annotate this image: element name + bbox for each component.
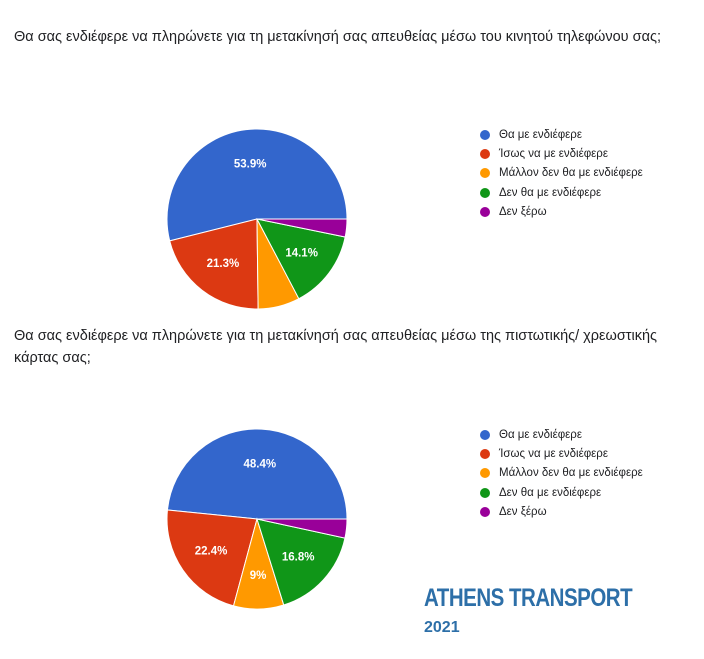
- pie-slice: [256, 518, 346, 606]
- legend-item: Ίσως να με ενδιέφερε: [480, 144, 643, 163]
- legend-item: Ίσως να με ενδιέφερε: [480, 444, 643, 463]
- legend-label: Μάλλον δεν θα με ενδιέφερε: [499, 467, 643, 480]
- question-1-title: Θα σας ενδιέφερε να πληρώνετε για τη μετ…: [14, 29, 661, 45]
- slice-value-label: 9%: [250, 570, 267, 582]
- legend-swatch: [480, 506, 490, 517]
- slice-value-label: 21.3%: [207, 258, 240, 270]
- pie-slice: [256, 218, 346, 300]
- legend-label: Δεν θα με ενδιέφερε: [499, 186, 602, 199]
- slice-value-label: 53.9%: [234, 159, 267, 171]
- legend-label: Θα με ενδιέφερε: [499, 128, 582, 141]
- legend-1: Θα με ενδιέφερε Ίσως να με ενδιέφερε Μάλλο…: [480, 125, 643, 221]
- legend-item: Δεν θα με ενδιέφερε: [480, 483, 643, 502]
- legend-label: Δεν θα με ενδιέφερε: [499, 486, 602, 499]
- slice-value-label: 16.8%: [282, 552, 315, 564]
- legend-item: Μάλλον δεν θα με ενδιέφερε: [480, 164, 643, 183]
- legend-swatch: [480, 148, 490, 159]
- legend-item: Θα με ενδιέφερε: [480, 425, 643, 444]
- legend-item: Δεν ξέρω: [480, 202, 643, 221]
- legend-swatch: [480, 206, 490, 217]
- pie-slice: [166, 509, 258, 607]
- question-2-title: Θα σας ενδιέφερε να πληρώνετε για τη μετ…: [14, 328, 658, 366]
- pie-slice: [166, 128, 348, 242]
- pie-slice: [166, 428, 348, 520]
- legend-item: Δεν ξέρω: [480, 502, 643, 521]
- pie-slice: [256, 218, 348, 238]
- slice-value-label: 22.4%: [195, 546, 228, 558]
- legend-swatch: [480, 487, 490, 498]
- legend-swatch: [480, 468, 490, 479]
- legend-label: Θα με ενδιέφερε: [499, 428, 582, 441]
- legend-2: Θα με ενδιέφερε Ίσως να με ενδιέφερε Μάλλο…: [480, 425, 643, 521]
- legend-item: Μάλλον δεν θα με ενδιέφερε: [480, 464, 643, 483]
- brand-name: ATHENS TRANSPORT: [424, 584, 633, 612]
- legend-label: Δεν ξέρω: [499, 505, 547, 518]
- slice-value-label: 48.4%: [243, 458, 276, 470]
- legend-label: Ίσως να με ενδιέφερε: [499, 447, 608, 460]
- legend-label: Μάλλον δεν θα με ενδιέφερε: [499, 167, 643, 180]
- legend-swatch: [480, 168, 490, 179]
- pie-chart-2: 48.4% 22.4% 9% 16.8%: [166, 428, 348, 610]
- legend-swatch: [480, 429, 490, 440]
- legend-swatch: [480, 187, 490, 198]
- legend-item: Δεν θα με ενδιέφερε: [480, 183, 643, 202]
- legend-swatch: [480, 448, 490, 459]
- legend-label: Ίσως να με ενδιέφερε: [499, 147, 608, 160]
- legend-label: Δεν ξέρω: [499, 205, 547, 218]
- legend-swatch: [480, 129, 490, 140]
- brand-year: 2021: [424, 619, 460, 636]
- pie-slice: [169, 218, 259, 310]
- legend-item: Θα με ενδιέφερε: [480, 125, 643, 144]
- slice-value-label: 14.1%: [285, 248, 318, 260]
- pie-chart-1: 53.9% 21.3% 14.1%: [166, 128, 348, 310]
- pie-slice: [256, 518, 348, 539]
